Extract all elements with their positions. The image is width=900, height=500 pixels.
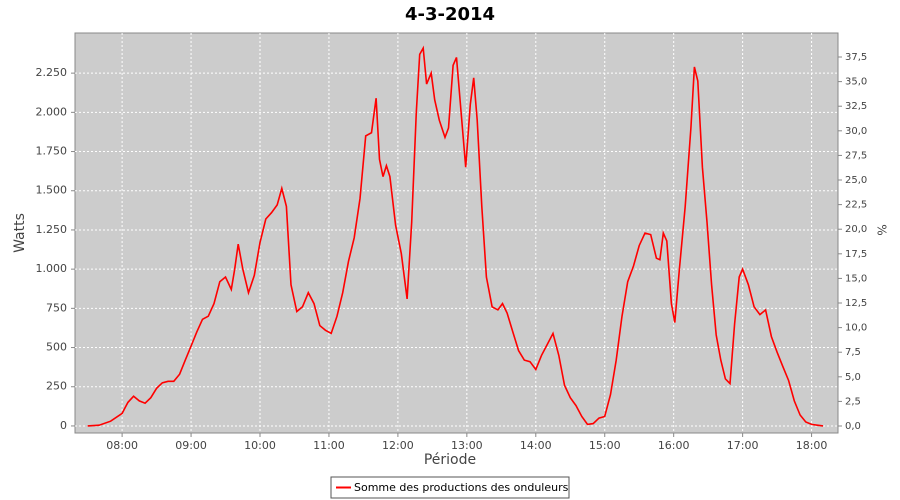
y2-tick-label: 15,0 <box>845 273 867 284</box>
y-tick-label: 1.750 <box>36 145 68 158</box>
y2-tick-label: 27,5 <box>845 150 867 161</box>
x-tick-label: 15:00 <box>589 439 621 452</box>
y2-tick-label: 30,0 <box>845 126 867 137</box>
x-tick-label: 17:00 <box>727 439 759 452</box>
x-axis-label: Période <box>424 452 476 468</box>
y2-tick-label: 10,0 <box>845 323 867 334</box>
y2-tick-label: 25,0 <box>845 175 867 186</box>
y-axis-label: Watts <box>12 213 28 253</box>
x-tick-label: 13:00 <box>451 439 483 452</box>
y-tick-label: 0 <box>60 419 67 432</box>
y-tick-label: 250 <box>46 380 67 393</box>
x-tick-label: 14:00 <box>520 439 552 452</box>
data-line <box>87 45 824 427</box>
y2-tick-label: 35,0 <box>845 77 867 88</box>
y2-tick-label: 32,5 <box>845 101 867 112</box>
y-tick-label: 1.000 <box>36 262 68 275</box>
x-tick-label: 10:00 <box>244 439 276 452</box>
legend-box <box>330 476 570 499</box>
y-tick-label: 750 <box>46 301 67 314</box>
y-tick-label: 1.500 <box>36 184 68 197</box>
y2-tick-label: 0,0 <box>845 421 861 432</box>
y2-tick-label: 17,5 <box>845 249 867 260</box>
y-tick-label: 500 <box>46 341 67 354</box>
x-tick-label: 18:00 <box>796 439 828 452</box>
x-tick-label: 16:00 <box>658 439 690 452</box>
y2-tick-label: 12,5 <box>845 298 867 309</box>
y2-tick-label: 22,5 <box>845 200 867 211</box>
y2-tick-label: 37,5 <box>845 52 867 63</box>
y2-tick-label: 7,5 <box>845 347 861 358</box>
legend-label: Somme des productions des onduleurs <box>354 481 569 494</box>
x-tick-label: 08:00 <box>106 439 138 452</box>
plot-area <box>74 32 839 434</box>
y2-tick-label: 20,0 <box>845 224 867 235</box>
y-tick-label: 1.250 <box>36 223 68 236</box>
y2-tick-label: 2,5 <box>845 396 861 407</box>
y-tick-label: 2.250 <box>36 66 68 79</box>
x-tick-label: 12:00 <box>382 439 414 452</box>
chart-title: 4-3-2014 <box>405 4 495 25</box>
y2-axis-label: % <box>875 224 889 235</box>
y-tick-label: 2.000 <box>36 105 68 118</box>
x-tick-label: 11:00 <box>313 439 345 452</box>
y2-tick-label: 5,0 <box>845 372 861 383</box>
x-tick-label: 09:00 <box>175 439 207 452</box>
legend: Somme des productions des onduleurs <box>330 476 570 499</box>
